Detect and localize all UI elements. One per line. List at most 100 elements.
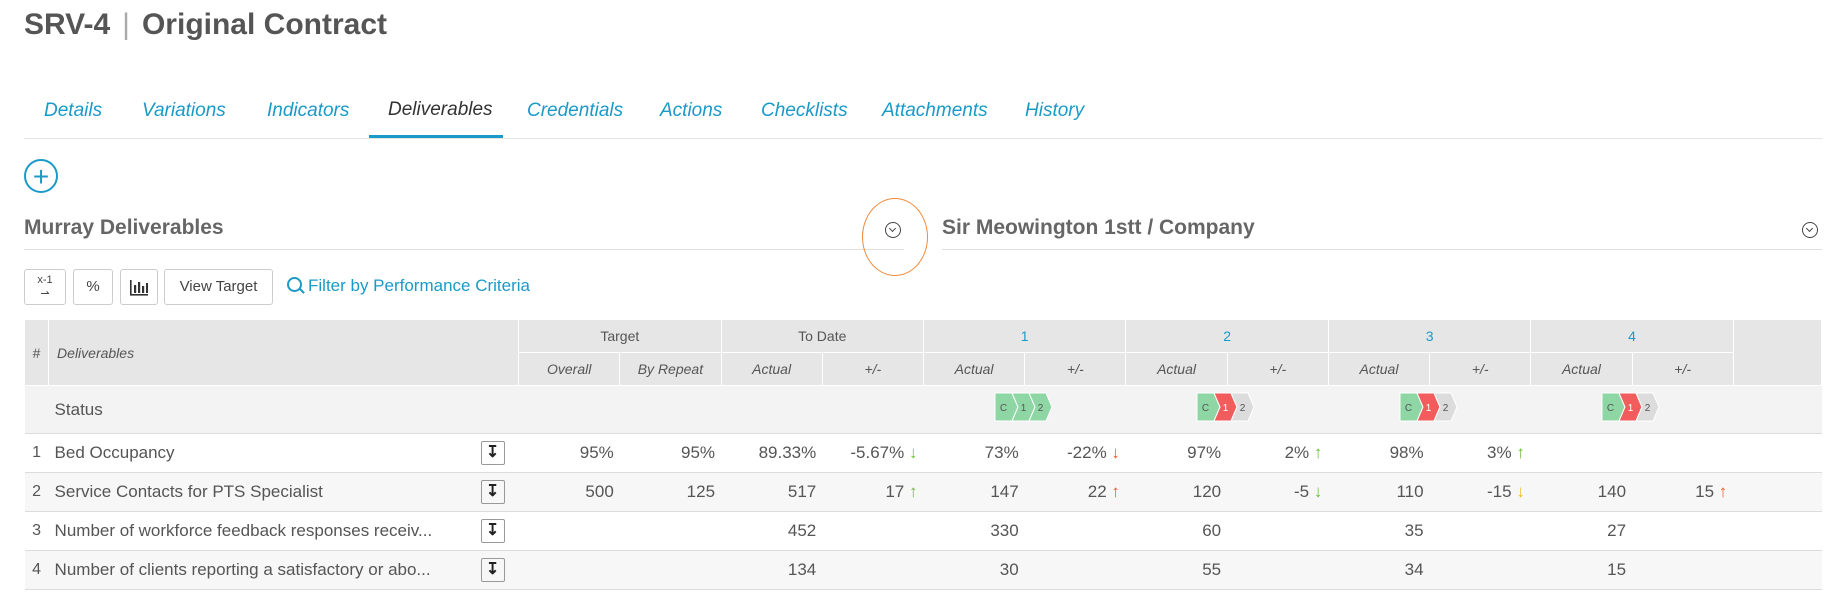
drilldown-arrow-icon[interactable]: ↧ — [480, 519, 505, 543]
status-step-label: C — [1000, 403, 1007, 414]
tab-details[interactable]: Details — [44, 100, 103, 121]
contract-name: Original Contract — [141, 8, 387, 41]
row-action-cell: ↧ — [466, 511, 519, 551]
tab-variations[interactable]: Variations — [142, 100, 226, 121]
period-shift-button[interactable]: x-1 ⇀ — [24, 269, 66, 305]
p2-actual: 97% — [1125, 433, 1228, 473]
to-date-plusminus — [822, 550, 924, 590]
trend-arrow-icon: ↑ — [1718, 482, 1728, 501]
row-index: 1 — [24, 433, 49, 473]
table-row: 1 Bed Occupancy ↧ 95% 95% 89.33% -5.67% ↓ 73% -2… — [24, 433, 1822, 473]
target-by-repeat: 95% — [619, 433, 722, 473]
status-label: Status — [48, 385, 519, 434]
filter-performance-criteria-link[interactable]: Filter by Performance Criteria — [287, 276, 530, 296]
chart-button[interactable] — [120, 269, 158, 305]
view-target-button[interactable]: View Target — [164, 269, 273, 305]
trend-arrow-icon: ↑ — [1313, 443, 1323, 462]
title-separator: | — [122, 8, 130, 41]
p4-plusminus — [1632, 511, 1734, 551]
status-step-2: 2 — [1635, 392, 1660, 422]
p4-actual — [1530, 433, 1633, 473]
table-header-row-groups: # Deliverables Target To Date 1 2 3 4 — [23, 319, 1823, 386]
col-to-date-actual: Actual — [720, 352, 823, 386]
collapse-right-section-icon[interactable] — [1802, 222, 1818, 238]
deliverable-name: Service Contacts for PTS Specialist — [48, 472, 467, 512]
tab-checklists[interactable]: Checklists — [761, 100, 848, 121]
deliverables-table: # Deliverables Target To Date 1 2 3 4 Ov… — [23, 319, 1823, 590]
percent-button[interactable]: % — [73, 269, 113, 305]
table-header-row-sub: Overall By Repeat Actual +/- Actual +/- … — [25, 352, 1822, 386]
to-date-plusminus: 17 ↑ — [822, 472, 924, 512]
target-overall: 95% — [518, 433, 620, 473]
p2-plusminus — [1227, 511, 1329, 551]
to-date-actual: 89.33% — [721, 433, 823, 473]
period-1-link[interactable]: 1 — [1020, 328, 1029, 344]
status-step-label: C — [1404, 403, 1411, 414]
contract-code: SRV-4 — [24, 8, 111, 41]
status-step-label: C — [1607, 403, 1614, 414]
period-2-link[interactable]: 2 — [1223, 328, 1232, 344]
deliverable-name: Number of clients reporting a satisfacto… — [48, 550, 467, 590]
col-group-period-1[interactable]: 1 — [922, 319, 1127, 353]
col-group-period-2[interactable]: 2 — [1125, 319, 1329, 353]
col-p2-plusminus: +/- — [1226, 352, 1329, 386]
tab-deliverables[interactable]: Deliverables — [388, 99, 493, 120]
p2-actual: 120 — [1125, 472, 1228, 512]
drilldown-arrow-icon[interactable]: ↧ — [480, 480, 505, 504]
add-deliverable-button[interactable]: + — [24, 159, 58, 193]
p2-plusminus — [1227, 550, 1329, 590]
table-row: 3 Number of workforce feedback responses … — [24, 511, 1822, 551]
trend-arrow-icon: ↓ — [1313, 482, 1323, 501]
period-4-link[interactable]: 4 — [1628, 328, 1636, 344]
status-step-label: 2 — [1240, 403, 1246, 414]
left-section-divider — [24, 249, 904, 250]
trend-arrow-icon: ↑ — [908, 482, 918, 501]
tab-history[interactable]: History — [1025, 100, 1085, 121]
trend-arrow-icon: ↓ — [1111, 443, 1120, 462]
p2-actual: 55 — [1125, 550, 1228, 590]
trend-arrow-icon: ↑ — [1516, 443, 1525, 462]
p2-actual: 60 — [1125, 511, 1228, 551]
col-p2-actual: Actual — [1125, 352, 1228, 386]
status-step-label: C — [1202, 403, 1209, 414]
row-index: 2 — [24, 472, 49, 512]
tab-attachments[interactable]: Attachments — [882, 100, 988, 121]
tab-credentials[interactable]: Credentials — [527, 100, 624, 121]
period-shift-label: x-1 — [37, 274, 53, 286]
p3-actual: 35 — [1328, 511, 1430, 551]
tab-indicators[interactable]: Indicators — [267, 100, 350, 121]
arrow-right-icon: ⇀ — [40, 288, 50, 300]
tab-actions[interactable]: Actions — [660, 100, 723, 121]
p4-actual: 27 — [1530, 511, 1633, 551]
table-row: 4 Number of clients reporting a satisfact… — [24, 550, 1822, 590]
target-overall — [518, 550, 620, 590]
p4-actual: 15 — [1530, 550, 1633, 590]
p4-plusminus — [1632, 433, 1734, 473]
status-step-label: 1 — [1223, 403, 1229, 414]
target-by-repeat: 125 — [619, 472, 722, 512]
p1-actual: 330 — [923, 511, 1025, 551]
p2-plusminus: -5 ↓ — [1227, 472, 1329, 512]
deliverable-name: Number of workforce feedback responses r… — [48, 511, 467, 551]
to-date-plusminus: -5.67% ↓ — [822, 433, 924, 473]
col-group-period-4[interactable]: 4 — [1530, 319, 1734, 353]
p1-plusminus — [1024, 550, 1126, 590]
col-group-period-3[interactable]: 3 — [1327, 319, 1532, 353]
period-3-link[interactable]: 3 — [1425, 328, 1434, 344]
right-section-title: Sir Meowington 1stt / Company — [942, 216, 1255, 239]
p3-plusminus — [1429, 550, 1531, 590]
p3-actual: 110 — [1328, 472, 1430, 512]
p4-plusminus — [1632, 550, 1734, 590]
drilldown-arrow-icon[interactable]: ↧ — [480, 441, 505, 465]
p4-plusminus: 15 ↑ — [1632, 472, 1734, 512]
drilldown-arrow-icon[interactable]: ↧ — [480, 558, 505, 582]
row-index: 3 — [24, 511, 49, 551]
highlight-ring — [862, 198, 928, 276]
p1-actual: 147 — [923, 472, 1025, 512]
col-deliverables: Deliverables — [48, 319, 520, 386]
p1-plusminus — [1024, 511, 1126, 551]
